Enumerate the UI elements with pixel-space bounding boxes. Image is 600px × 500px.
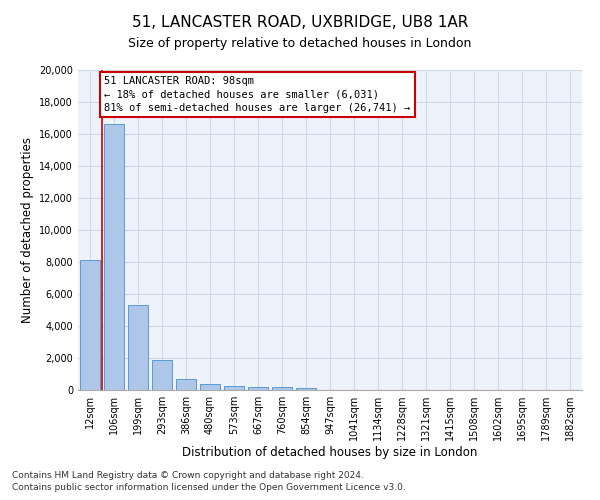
X-axis label: Distribution of detached houses by size in London: Distribution of detached houses by size … <box>182 446 478 459</box>
Bar <box>296 388 316 390</box>
Bar <box>80 260 100 390</box>
Bar <box>176 379 196 390</box>
Text: 51 LANCASTER ROAD: 98sqm
← 18% of detached houses are smaller (6,031)
81% of sem: 51 LANCASTER ROAD: 98sqm ← 18% of detach… <box>104 76 410 113</box>
Bar <box>152 360 172 390</box>
Bar <box>200 384 220 390</box>
Bar <box>128 305 148 390</box>
Bar <box>248 386 268 390</box>
Bar <box>224 386 244 390</box>
Bar <box>272 387 292 390</box>
Bar <box>104 124 124 390</box>
Text: Size of property relative to detached houses in London: Size of property relative to detached ho… <box>128 38 472 51</box>
Text: 51, LANCASTER ROAD, UXBRIDGE, UB8 1AR: 51, LANCASTER ROAD, UXBRIDGE, UB8 1AR <box>132 15 468 30</box>
Text: Contains public sector information licensed under the Open Government Licence v3: Contains public sector information licen… <box>12 484 406 492</box>
Text: Contains HM Land Registry data © Crown copyright and database right 2024.: Contains HM Land Registry data © Crown c… <box>12 471 364 480</box>
Y-axis label: Number of detached properties: Number of detached properties <box>21 137 34 323</box>
